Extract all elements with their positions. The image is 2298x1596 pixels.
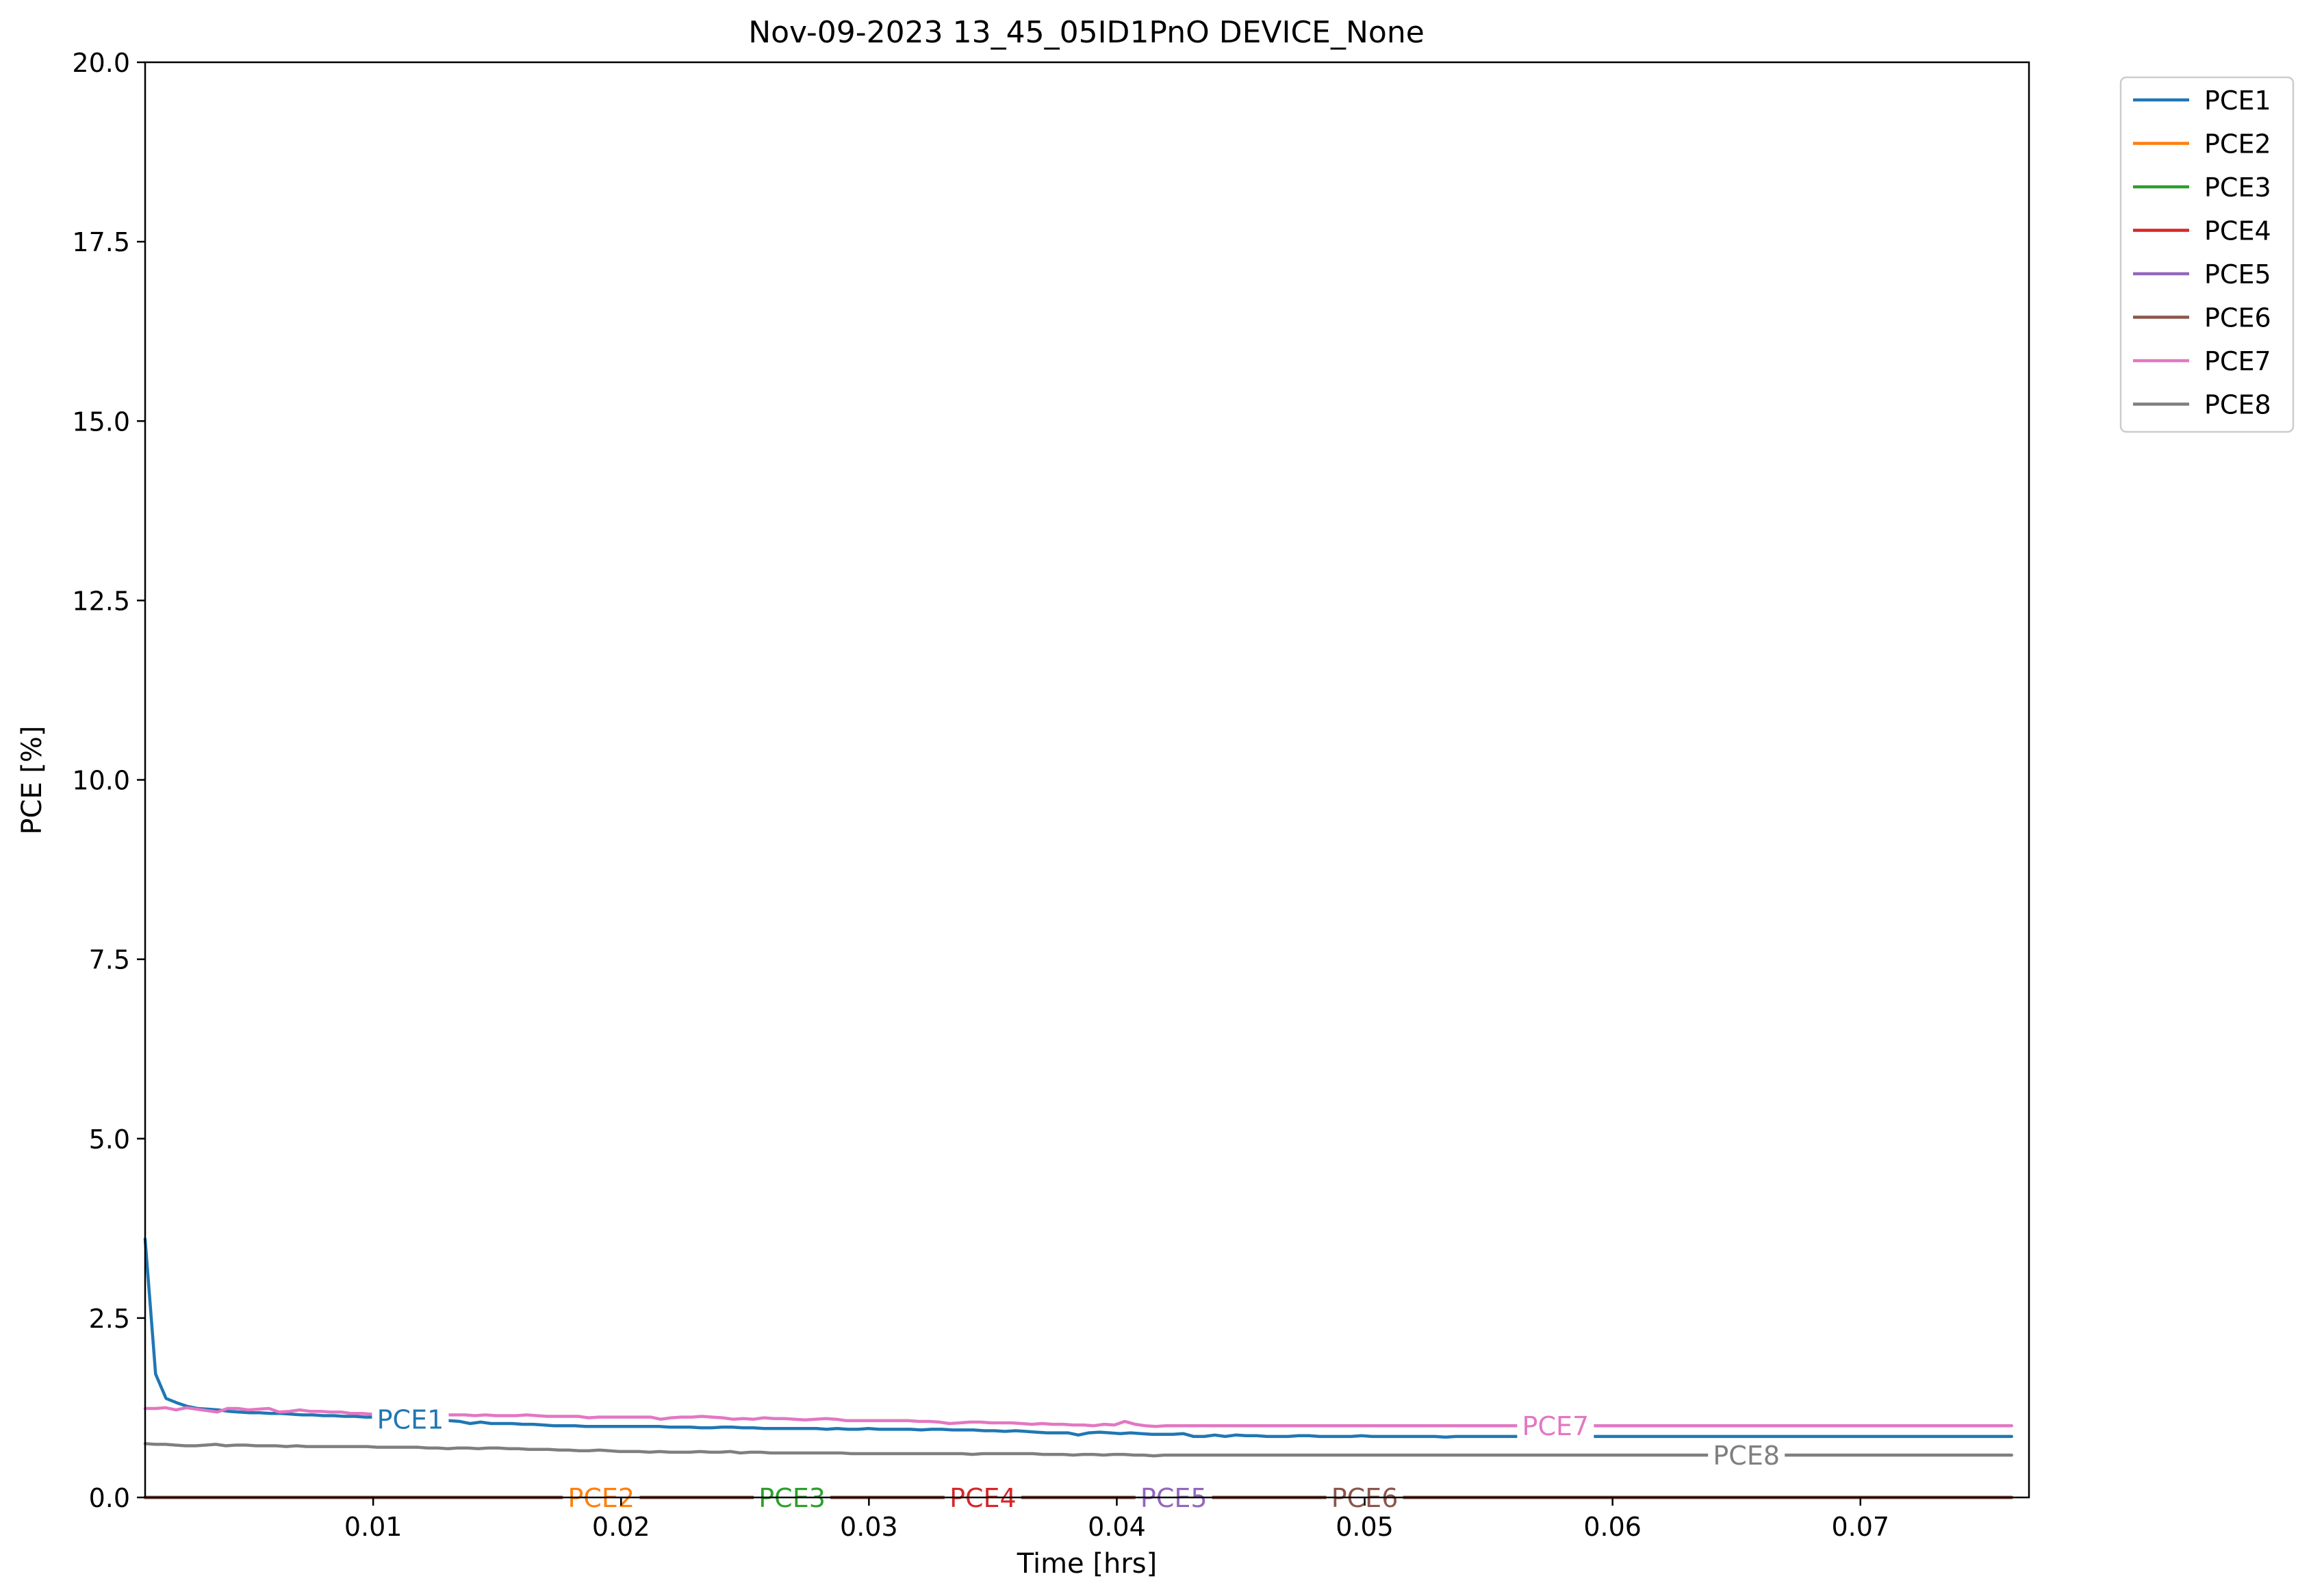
inline-label-bg-pce1: [372, 1405, 449, 1433]
series-line-pce8: [143, 1442, 2013, 1458]
y-tick-label: 20.0: [72, 48, 130, 78]
series-line-pce1: [143, 1237, 2013, 1439]
x-tick-label: 0.03: [840, 1512, 898, 1542]
legend-entry-pce3: PCE3: [2133, 172, 2271, 203]
legend-label-pce8: PCE8: [2204, 390, 2271, 420]
y-tick-label: 12.5: [72, 586, 130, 616]
y-axis: 0.0 2.5 5.0 7.5 10.0 12.5 15.0 17.5 20.0: [72, 48, 145, 1513]
legend-label-pce6: PCE6: [2204, 303, 2271, 333]
y-tick-label: 10.0: [72, 766, 130, 796]
x-tick-label: 0.02: [592, 1512, 650, 1542]
series-line-pce7: [143, 1406, 2013, 1428]
legend-label-pce7: PCE7: [2204, 346, 2271, 376]
x-tick-label: 0.06: [1583, 1512, 1642, 1542]
legend-label-pce4: PCE4: [2204, 216, 2271, 246]
legend-label-pce1: PCE1: [2204, 86, 2271, 116]
legend-label-pce5: PCE5: [2204, 259, 2271, 289]
legend-entry-pce8: PCE8: [2133, 390, 2271, 420]
y-tick-label: 2.5: [89, 1304, 130, 1334]
legend-entry-pce5: PCE5: [2133, 259, 2271, 289]
inline-label-bg-pce7: [1517, 1412, 1594, 1440]
legend-entry-pce6: PCE6: [2133, 303, 2271, 333]
inline-label-pce7: PCE7: [1522, 1411, 1590, 1441]
y-tick-label: 5.0: [89, 1124, 130, 1155]
plot-background: [145, 62, 2029, 1497]
legend-label-pce3: PCE3: [2204, 172, 2271, 203]
y-tick-label: 15.0: [72, 407, 130, 437]
legend: PCE1 PCE2 PCE3 PCE4 PCE5 PCE6 PCE7 PCE8: [2119, 76, 2295, 433]
x-tick-label: 0.05: [1336, 1512, 1394, 1542]
chart-title: Nov-09-2023 13_45_05ID1PnO DEVICE_None: [748, 15, 1425, 50]
legend-frame: [2119, 76, 2295, 433]
legend-entry-pce7: PCE7: [2133, 346, 2271, 376]
y-axis-label: PCE [%]: [16, 725, 48, 834]
legend-entry-pce4: PCE4: [2133, 216, 2271, 246]
x-axis: 0.01 0.02 0.03 0.04 0.05 0.06 0.07: [344, 1497, 1889, 1542]
legend-entry-pce1: PCE1: [2133, 86, 2271, 116]
y-tick-label: 0.0: [89, 1483, 130, 1513]
x-axis-label: Time [hrs]: [1017, 1548, 1157, 1580]
y-tick-label: 7.5: [89, 945, 130, 975]
inline-label-bg-pce8: [1708, 1441, 1785, 1469]
inline-label-pce1: PCE1: [377, 1405, 444, 1435]
legend-entry-pce2: PCE2: [2133, 129, 2271, 159]
inline-label-pce8: PCE8: [1713, 1441, 1780, 1471]
y-tick-label: 17.5: [72, 227, 130, 257]
x-tick-label: 0.01: [344, 1512, 403, 1542]
x-tick-label: 0.04: [1088, 1512, 1146, 1542]
legend-label-pce2: PCE2: [2204, 129, 2271, 159]
x-tick-label: 0.07: [1831, 1512, 1889, 1542]
